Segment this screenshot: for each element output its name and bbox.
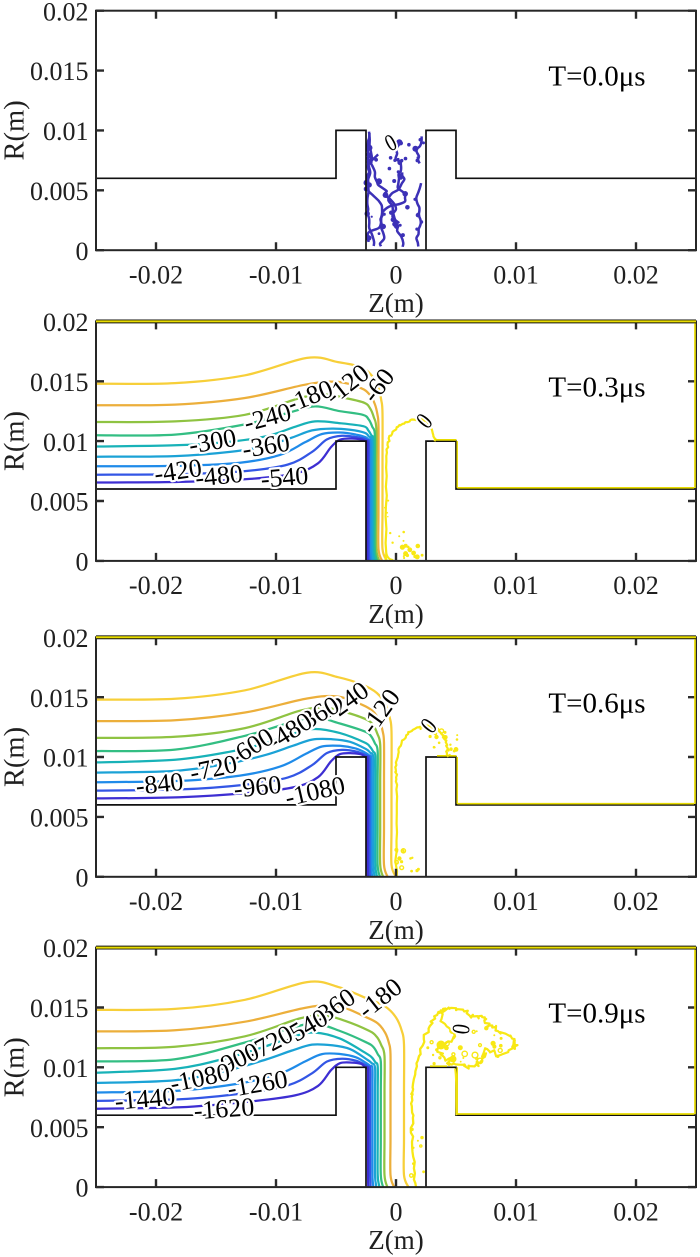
svg-text:T=0.9μs: T=0.9μs [548,998,645,1030]
svg-text:0.015: 0.015 [30,57,89,86]
svg-text:0.005: 0.005 [30,804,89,833]
svg-text:0.02: 0.02 [613,1197,659,1226]
svg-text:0.02: 0.02 [43,308,89,337]
svg-text:0.02: 0.02 [613,887,659,916]
svg-text:Z(m): Z(m) [368,1225,423,1255]
svg-text:0: 0 [390,571,403,600]
svg-text:R(m): R(m) [0,1037,31,1097]
svg-text:0: 0 [76,1174,89,1203]
svg-text:0.02: 0.02 [613,571,659,600]
svg-text:Z(m): Z(m) [368,915,423,945]
svg-text:0.02: 0.02 [43,934,89,963]
svg-text:T=0.6μs: T=0.6μs [548,687,645,719]
svg-text:0: 0 [390,260,403,289]
svg-text:-840: -840 [134,767,184,801]
svg-text:Z(m): Z(m) [368,288,423,318]
svg-text:0.015: 0.015 [30,994,89,1023]
svg-text:0: 0 [390,1197,403,1226]
svg-text:-0.02: -0.02 [129,1197,183,1226]
svg-text:-480: -480 [194,459,244,493]
svg-text:0: 0 [76,548,89,577]
svg-text:0.01: 0.01 [43,117,89,146]
svg-text:0.02: 0.02 [43,0,89,26]
svg-text:0.01: 0.01 [43,428,89,457]
svg-text:0: 0 [76,863,89,892]
svg-text:0: 0 [390,887,403,916]
svg-text:-1440: -1440 [113,1082,176,1116]
svg-text:0.02: 0.02 [43,624,89,653]
svg-text:Z(m): Z(m) [368,599,423,629]
svg-text:-0.02: -0.02 [129,260,183,289]
svg-text:0.015: 0.015 [30,684,89,713]
svg-text:T=0.0μs: T=0.0μs [548,61,645,93]
svg-text:0.02: 0.02 [613,260,659,289]
svg-text:0.005: 0.005 [30,1114,89,1143]
svg-text:R(m): R(m) [0,100,31,160]
svg-text:R(m): R(m) [0,727,31,787]
svg-text:-0.01: -0.01 [249,571,303,600]
svg-text:0.01: 0.01 [493,887,539,916]
svg-text:-1620: -1620 [193,1092,256,1125]
svg-text:0.01: 0.01 [493,260,539,289]
svg-text:0.01: 0.01 [493,1197,539,1226]
svg-text:-0.01: -0.01 [249,887,303,916]
svg-text:0.005: 0.005 [30,488,89,517]
svg-text:0.005: 0.005 [30,177,89,206]
svg-text:0.01: 0.01 [493,571,539,600]
svg-text:-960: -960 [232,770,282,804]
svg-text:0.015: 0.015 [30,368,89,397]
svg-text:-0.02: -0.02 [129,887,183,916]
svg-text:0.01: 0.01 [43,1054,89,1083]
svg-text:-0.01: -0.01 [249,1197,303,1226]
svg-text:-540: -540 [259,461,309,494]
svg-text:R(m): R(m) [0,411,31,471]
svg-text:-0.01: -0.01 [249,260,303,289]
svg-text:0.01: 0.01 [43,744,89,773]
svg-text:0: 0 [76,237,89,266]
svg-text:-0.02: -0.02 [129,571,183,600]
svg-text:T=0.3μs: T=0.3μs [548,371,645,403]
